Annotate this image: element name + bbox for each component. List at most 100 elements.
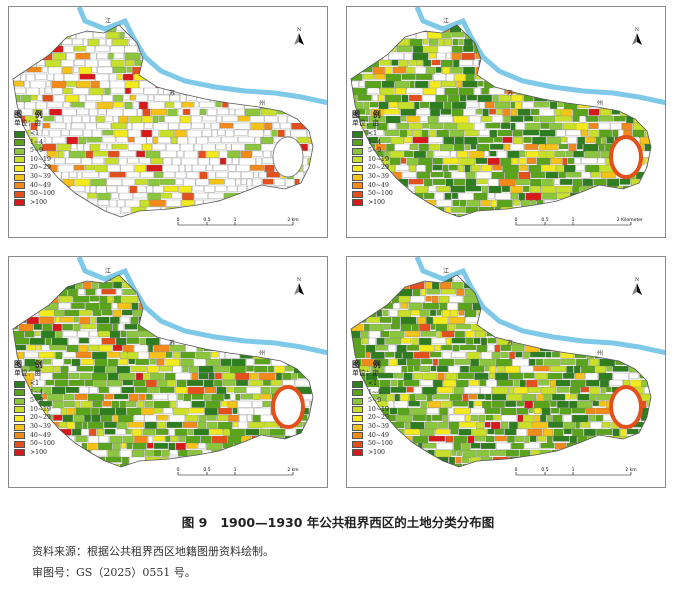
- land-parcel: [257, 45, 265, 53]
- land-parcel: [227, 80, 240, 87]
- land-parcel: [79, 94, 86, 103]
- land-parcel: [650, 295, 651, 305]
- land-parcel: [118, 323, 125, 331]
- land-parcel: [192, 164, 206, 172]
- land-parcel: [543, 393, 552, 402]
- land-parcel: [507, 435, 515, 443]
- land-parcel: [415, 185, 429, 194]
- land-parcel: [134, 164, 146, 174]
- land-parcel: [176, 379, 187, 388]
- land-parcel: [510, 108, 518, 116]
- legend-item: 20~29: [352, 414, 393, 423]
- land-parcel: [524, 302, 533, 311]
- legend-swatch: [14, 156, 25, 164]
- land-parcel: [531, 199, 537, 208]
- land-parcel: [351, 351, 366, 359]
- land-parcel: [540, 185, 556, 194]
- land-parcel: [251, 435, 263, 443]
- land-parcel: [239, 414, 247, 423]
- land-parcel: [531, 281, 541, 288]
- land-parcel: [34, 463, 49, 467]
- land-parcel: [363, 275, 379, 281]
- land-parcel: [411, 337, 419, 347]
- land-parcel: [60, 281, 76, 290]
- land-parcel: [604, 192, 613, 199]
- land-parcel: [172, 295, 179, 302]
- land-parcel: [389, 281, 403, 290]
- land-parcel: [145, 150, 160, 159]
- land-parcel: [601, 171, 616, 179]
- land-parcel: [208, 192, 224, 199]
- land-parcel: [525, 52, 534, 60]
- land-parcel: [545, 351, 552, 358]
- land-parcel: [13, 337, 30, 345]
- land-parcel: [101, 288, 116, 295]
- land-parcel: [179, 275, 194, 281]
- land-parcel: [409, 143, 419, 150]
- land-parcel: [133, 414, 145, 421]
- land-parcel: [566, 442, 583, 449]
- land-parcel: [232, 25, 246, 31]
- land-parcel: [272, 309, 285, 316]
- land-parcel: [536, 393, 544, 402]
- land-parcel: [200, 87, 208, 96]
- land-parcel: [54, 365, 61, 373]
- land-parcel: [129, 94, 136, 101]
- land-parcel: [204, 386, 216, 394]
- land-parcel: [368, 337, 376, 346]
- land-parcel: [403, 456, 409, 466]
- land-parcel: [13, 31, 19, 41]
- land-parcel: [446, 52, 452, 59]
- land-parcel: [484, 407, 501, 414]
- land-parcel: [182, 281, 199, 290]
- land-parcel: [245, 66, 262, 74]
- land-parcel: [127, 407, 142, 417]
- land-parcel: [270, 316, 281, 324]
- land-parcel: [18, 281, 31, 288]
- land-parcel: [594, 73, 607, 81]
- land-parcel: [163, 171, 175, 178]
- land-parcel: [395, 87, 407, 95]
- land-parcel: [85, 185, 90, 194]
- land-parcel: [167, 281, 183, 288]
- land-parcel: [574, 372, 585, 380]
- scale-tick-label: 0.5: [541, 467, 548, 473]
- land-parcel: [489, 372, 495, 379]
- land-parcel: [228, 281, 240, 288]
- land-parcel: [532, 323, 548, 330]
- land-parcel: [30, 80, 46, 89]
- land-parcel: [190, 73, 204, 80]
- land-parcel: [172, 66, 178, 74]
- land-parcel: [416, 164, 426, 172]
- land-parcel: [368, 115, 386, 123]
- land-parcel: [466, 351, 481, 360]
- land-parcel: [562, 456, 573, 465]
- land-parcel: [207, 288, 215, 295]
- land-parcel: [37, 94, 43, 101]
- land-parcel: [487, 323, 493, 332]
- land-parcel: [40, 45, 51, 52]
- land-parcel: [143, 38, 159, 46]
- scale-tick-label: 2 km: [625, 467, 636, 473]
- land-parcel: [270, 66, 278, 73]
- land-parcel: [617, 302, 622, 310]
- land-parcel: [404, 379, 420, 387]
- land-parcel: [121, 295, 139, 304]
- land-parcel: [469, 115, 481, 124]
- land-parcel: [62, 351, 76, 358]
- land-parcel: [260, 136, 274, 144]
- land-parcel: [116, 365, 131, 374]
- land-parcel: [479, 463, 495, 467]
- land-parcel: [13, 38, 22, 45]
- land-parcel: [67, 288, 78, 298]
- land-parcel: [428, 185, 437, 192]
- land-parcel: [74, 463, 86, 467]
- land-parcel: [146, 393, 153, 400]
- land-parcel: [520, 316, 536, 324]
- land-parcel: [357, 456, 365, 465]
- land-parcel: [80, 358, 95, 365]
- land-parcel: [546, 136, 562, 145]
- land-parcel: [554, 108, 562, 116]
- land-parcel: [389, 407, 398, 415]
- land-parcel: [69, 171, 77, 178]
